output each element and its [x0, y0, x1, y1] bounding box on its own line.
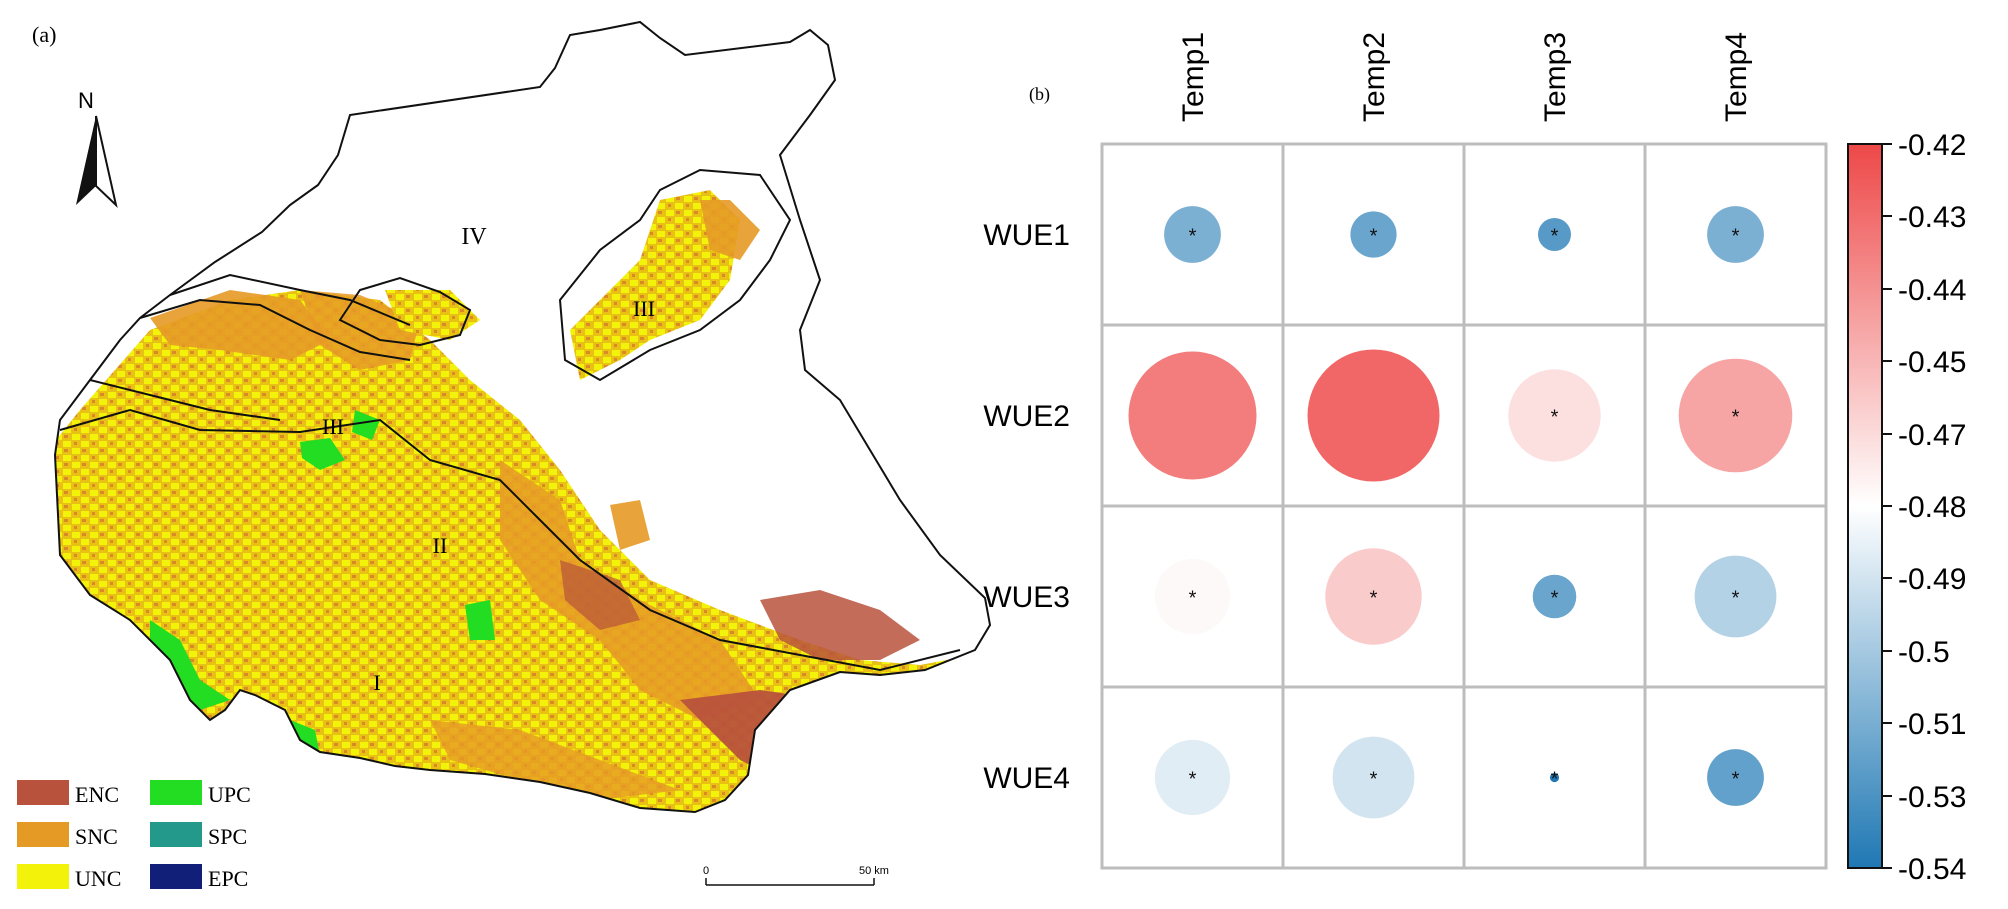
map-legend: ENC UPC SNC SPC UNC EPC [15, 775, 267, 905]
legend-label: UNC [75, 866, 121, 891]
row-label: WUE1 [983, 219, 1070, 252]
significance-star: * [1551, 407, 1559, 429]
colorbar-tick-label: -0.49 [1898, 563, 1966, 596]
significance-star: * [1189, 588, 1197, 610]
significance-star: * [1189, 226, 1197, 248]
region-label: III [633, 296, 655, 321]
colorbar-tick-label: -0.42 [1898, 129, 1966, 162]
correlation-circle [1694, 555, 1777, 638]
region-label: III [322, 414, 344, 439]
colorbar-tick-label: -0.45 [1898, 346, 1966, 379]
column-label: Temp3 [1539, 32, 1572, 122]
colorbar: -0.42 -0.43 -0.44 -0.45 -0.47 -0.48 -0.4… [1847, 129, 1966, 886]
scale-start: 0 [703, 865, 709, 877]
colorbar-tick-label: -0.51 [1898, 708, 1966, 741]
correlation-circle [1538, 218, 1571, 251]
panel-a-label: (a) [32, 22, 56, 47]
colorbar-tick-label: -0.54 [1898, 853, 1966, 886]
colorbar-tick-label: -0.44 [1898, 274, 1966, 307]
legend-label: EPC [208, 866, 248, 891]
legend-label: SNC [75, 824, 118, 849]
colorbar-tick-label: -0.43 [1898, 201, 1966, 234]
colorbar-tick-label: -0.53 [1898, 781, 1966, 814]
correlation-circle [1532, 574, 1577, 619]
legend-swatch [17, 864, 69, 889]
legend-swatch [17, 780, 69, 805]
row-label: WUE4 [983, 762, 1070, 795]
colorbar-tick-label: -0.48 [1898, 491, 1966, 524]
legend-swatch [150, 864, 202, 889]
significance-star: * [1732, 226, 1740, 248]
column-labels: Temp1 Temp2 Temp3 Temp4 [1177, 32, 1753, 122]
significance-star: * [1551, 226, 1559, 248]
colorbar-tick-label: -0.47 [1898, 419, 1966, 452]
significance-star: * [1732, 588, 1740, 610]
map-panel: (a) N [15, 20, 992, 905]
north-arrow-icon: N [76, 88, 118, 208]
significance-star: * [1370, 769, 1378, 791]
legend-label: UPC [208, 782, 251, 807]
region-label: II [433, 533, 448, 558]
significance-star: * [1732, 407, 1740, 429]
correlation-panel: (b) * * * ** ** * * ** * * * Temp1 Temp2 Te [983, 32, 1966, 886]
region-label: I [373, 670, 380, 695]
correlation-circle [1549, 772, 1560, 783]
column-label: Temp4 [1720, 32, 1753, 122]
region-label: IV [461, 224, 487, 250]
correlation-circle [1508, 369, 1601, 462]
correlation-circle [1307, 349, 1440, 482]
legend-swatch [150, 780, 202, 805]
correlation-circle [1332, 736, 1415, 819]
row-label: WUE3 [983, 581, 1070, 614]
colorbar-gradient [1847, 143, 1883, 869]
correlation-circle [1350, 211, 1397, 258]
significance-star: * [1551, 588, 1559, 610]
legend-swatch [150, 822, 202, 847]
significance-star: * [1732, 769, 1740, 791]
north-label: N [78, 88, 94, 113]
column-label: Temp2 [1358, 32, 1391, 122]
colorbar-ticks [1882, 143, 1892, 869]
correlation-marks: * * * * * * * * * * * * * * [1128, 206, 1793, 819]
colorbar-tick-label: -0.5 [1898, 636, 1950, 669]
scale-end: 50 km [859, 865, 889, 877]
significance-star: * [1370, 588, 1378, 610]
row-label: WUE2 [983, 400, 1070, 433]
legend-swatch [17, 822, 69, 847]
correlation-circle [1154, 739, 1231, 816]
study-area-map: IV III III II I [53, 20, 992, 814]
column-label: Temp1 [1177, 32, 1210, 122]
significance-star: * [1551, 769, 1559, 791]
correlation-circle [1325, 548, 1422, 645]
correlation-circle [1707, 749, 1764, 806]
correlation-circle [1164, 206, 1221, 263]
legend-label: SPC [208, 824, 247, 849]
correlation-circle [1128, 351, 1257, 480]
legend-label: ENC [75, 782, 119, 807]
correlation-circle [1678, 358, 1793, 473]
correlation-circle [1154, 558, 1231, 635]
significance-star: * [1370, 226, 1378, 248]
significance-star: * [1189, 769, 1197, 791]
scale-bar: 0 50 km [703, 865, 889, 886]
row-labels: WUE1 WUE2 WUE3 WUE4 [983, 219, 1070, 795]
correlation-circle [1707, 206, 1764, 263]
panel-b-label: (b) [1029, 84, 1050, 105]
